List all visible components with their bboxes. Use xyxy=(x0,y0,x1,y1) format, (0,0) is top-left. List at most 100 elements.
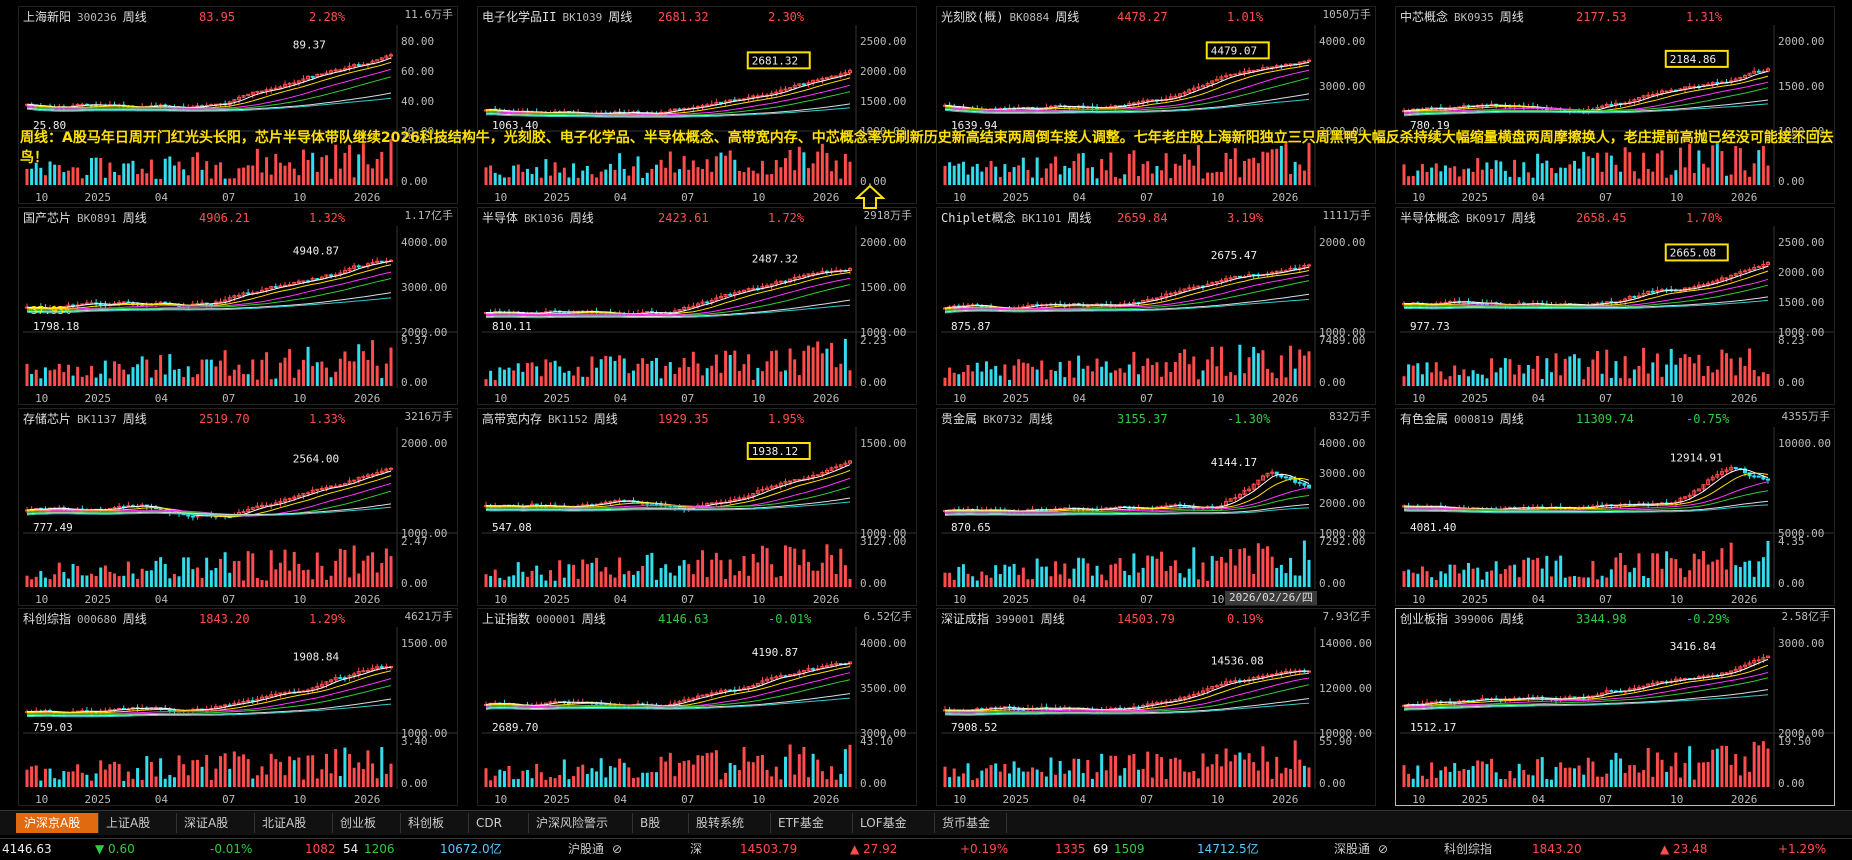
hgt-label[interactable]: 沪股通 xyxy=(568,842,605,856)
market-tab[interactable]: B股 xyxy=(632,813,689,833)
volume-bar xyxy=(311,366,315,386)
x-axis-label: 10 xyxy=(1670,793,1683,806)
chart-panel[interactable]: 国产芯片 BK0891 周线 4906.21 1.32% 1.17亿手 4000.00 300… xyxy=(18,207,458,405)
candle-body xyxy=(384,55,389,59)
market-tab[interactable]: 股转系统 xyxy=(688,813,771,833)
volume-bar xyxy=(334,560,338,587)
candle-body xyxy=(788,480,793,483)
volume-bar xyxy=(159,557,163,587)
volume-bar xyxy=(1123,372,1127,386)
volume-bar xyxy=(1242,548,1246,587)
market-tab[interactable]: 上证A股 xyxy=(98,813,177,833)
volume-bar xyxy=(1490,758,1494,787)
volume-bar xyxy=(793,548,797,587)
last-price: 2177.53 xyxy=(1576,10,1627,24)
chart-panel[interactable]: 高带宽内存 BK1152 周线 1929.35 1.95% 1500.00 1000.00 3… xyxy=(477,408,917,606)
volume-bar xyxy=(1655,553,1659,587)
market-tab[interactable]: ETF基金 xyxy=(770,813,853,833)
chart-panel[interactable]: 上证指数 000001 周线 4146.63 -0.01% 6.52亿手 4000.00 35… xyxy=(477,608,917,806)
volume-bar xyxy=(747,167,751,185)
chart-panel[interactable]: 光刻胶(概) BK0884 周线 4478.27 1.01% 1050万手 4000.00 3… xyxy=(936,6,1376,204)
volume-bar xyxy=(85,174,89,185)
volume-bar xyxy=(797,146,801,185)
volume-bar xyxy=(1706,564,1710,587)
volume-bar xyxy=(1054,774,1058,787)
market-tab[interactable]: CDR xyxy=(468,813,529,833)
chart-panel[interactable]: 有色金属 000819 周线 11309.74 -0.75% 4355万手 10000.00… xyxy=(1395,408,1835,606)
chart-panel[interactable]: 中芯概念 BK0935 周线 2177.53 1.31% 2000.00 1500.00 10… xyxy=(1395,6,1835,204)
candle-body xyxy=(1646,683,1651,687)
last-price: 2423.61 xyxy=(658,211,709,225)
volume-bar xyxy=(1632,369,1636,386)
volume-bar xyxy=(747,761,751,787)
volume-bar xyxy=(1067,168,1071,185)
volume-bar xyxy=(604,777,608,787)
chart-panel[interactable]: Chiplet概念 BK1101 周线 2659.84 3.19% 1111万手 2000.… xyxy=(936,207,1376,405)
market-tab[interactable]: 沪深风险警示 xyxy=(528,813,633,833)
market-tab[interactable]: 科创板 xyxy=(400,813,469,833)
volume-bar xyxy=(1012,563,1016,587)
high-price-label: 4144.17 xyxy=(1211,456,1257,469)
chart-panel[interactable]: 科创综指 000680 周线 1843.20 1.29% 4621万手 1500.00 100… xyxy=(18,608,458,806)
volume-bar xyxy=(948,777,952,787)
volume-bar xyxy=(182,377,186,386)
chart-panel[interactable]: 创业板指 399006 周线 3344.98 -0.29% 2.58亿手 3000.00 20… xyxy=(1395,608,1835,806)
volume-bar xyxy=(103,360,107,386)
volume-bar xyxy=(756,755,760,787)
volume-bar xyxy=(664,564,668,587)
market-tab[interactable]: 深证A股 xyxy=(176,813,255,833)
chart-panel[interactable]: 半导体概念 BK0917 周线 2658.45 1.70% 2500.00 2000.00 1… xyxy=(1395,207,1835,405)
security-name: 有色金属 xyxy=(1400,412,1449,426)
volume-bar xyxy=(834,573,838,587)
volume-bar xyxy=(957,163,961,185)
market-tab[interactable]: LOF基金 xyxy=(852,813,935,833)
volume-bar xyxy=(502,177,506,185)
volume-bar xyxy=(1411,778,1415,787)
volume-bar xyxy=(361,351,365,386)
volume-bar xyxy=(25,168,29,185)
volume-bar xyxy=(214,568,218,587)
market-tab[interactable]: 沪深京A股 xyxy=(16,813,99,833)
candle-body xyxy=(695,303,700,307)
market-tab[interactable]: 创业板 xyxy=(332,813,401,833)
market-tab[interactable]: 货币基金 xyxy=(934,813,1007,833)
volume-bar xyxy=(1256,770,1260,787)
chart-panel[interactable]: 上海新阳 300236 周线 83.95 2.28% 11.6万手 80.00 60.00 40… xyxy=(18,6,458,204)
volume-bar xyxy=(1229,761,1233,787)
candle-body xyxy=(1655,92,1660,96)
candle-body xyxy=(319,73,324,76)
security-name: 国产芯片 xyxy=(23,211,72,225)
candle-body xyxy=(324,486,329,490)
volume-bar xyxy=(1462,769,1466,787)
market-tab[interactable]: 北证A股 xyxy=(254,813,333,833)
chart-panel[interactable]: 存储芯片 BK1137 周线 2519.70 1.33% 3216万手 2000.00 100… xyxy=(18,408,458,606)
volume-bar xyxy=(581,764,585,787)
volume-bar xyxy=(834,367,838,386)
volume-bar xyxy=(724,773,728,787)
volume-bar xyxy=(710,559,714,587)
chart-panel[interactable]: 贵金属 BK0732 周线 3155.37 -1.30% 832万手 4000.00 3000… xyxy=(936,408,1376,606)
volume-bar xyxy=(1132,553,1136,587)
volume-bar xyxy=(1494,561,1498,587)
volume-bar xyxy=(567,370,571,386)
volume-bar xyxy=(1503,358,1507,386)
chart-panel[interactable]: 电子化学品II BK1039 周线 2681.32 2.30% 2500.00 2000.0… xyxy=(477,6,917,204)
candle-body xyxy=(548,701,553,704)
chart-panel[interactable]: 深证成指 399001 周线 14503.79 0.19% 7.93亿手 14000.00 1… xyxy=(936,608,1376,806)
y-axis-label: 5000.00 xyxy=(1778,527,1824,540)
volume-bar xyxy=(489,576,493,587)
volume-bar xyxy=(724,578,728,587)
status-bar: 4146.63 ▼ 0.60 -0.01% 1082 54 1206 10672… xyxy=(0,838,1852,860)
volume-bar xyxy=(1499,573,1503,587)
volume-bar xyxy=(366,750,370,787)
volume-bar xyxy=(1164,779,1168,787)
chart-panel[interactable]: 半导体 BK1036 周线 2423.61 1.72% 2918万手 2000.00 1500… xyxy=(477,207,917,405)
volume-bar xyxy=(797,375,801,386)
sgt-label[interactable]: 深股通 xyxy=(1334,842,1371,856)
candle-body xyxy=(778,482,783,487)
volume-bar xyxy=(1766,374,1770,386)
candle-body xyxy=(1196,285,1201,288)
volume-bar xyxy=(1081,558,1085,587)
volume-bar xyxy=(1137,374,1141,386)
candle-body xyxy=(695,695,700,699)
